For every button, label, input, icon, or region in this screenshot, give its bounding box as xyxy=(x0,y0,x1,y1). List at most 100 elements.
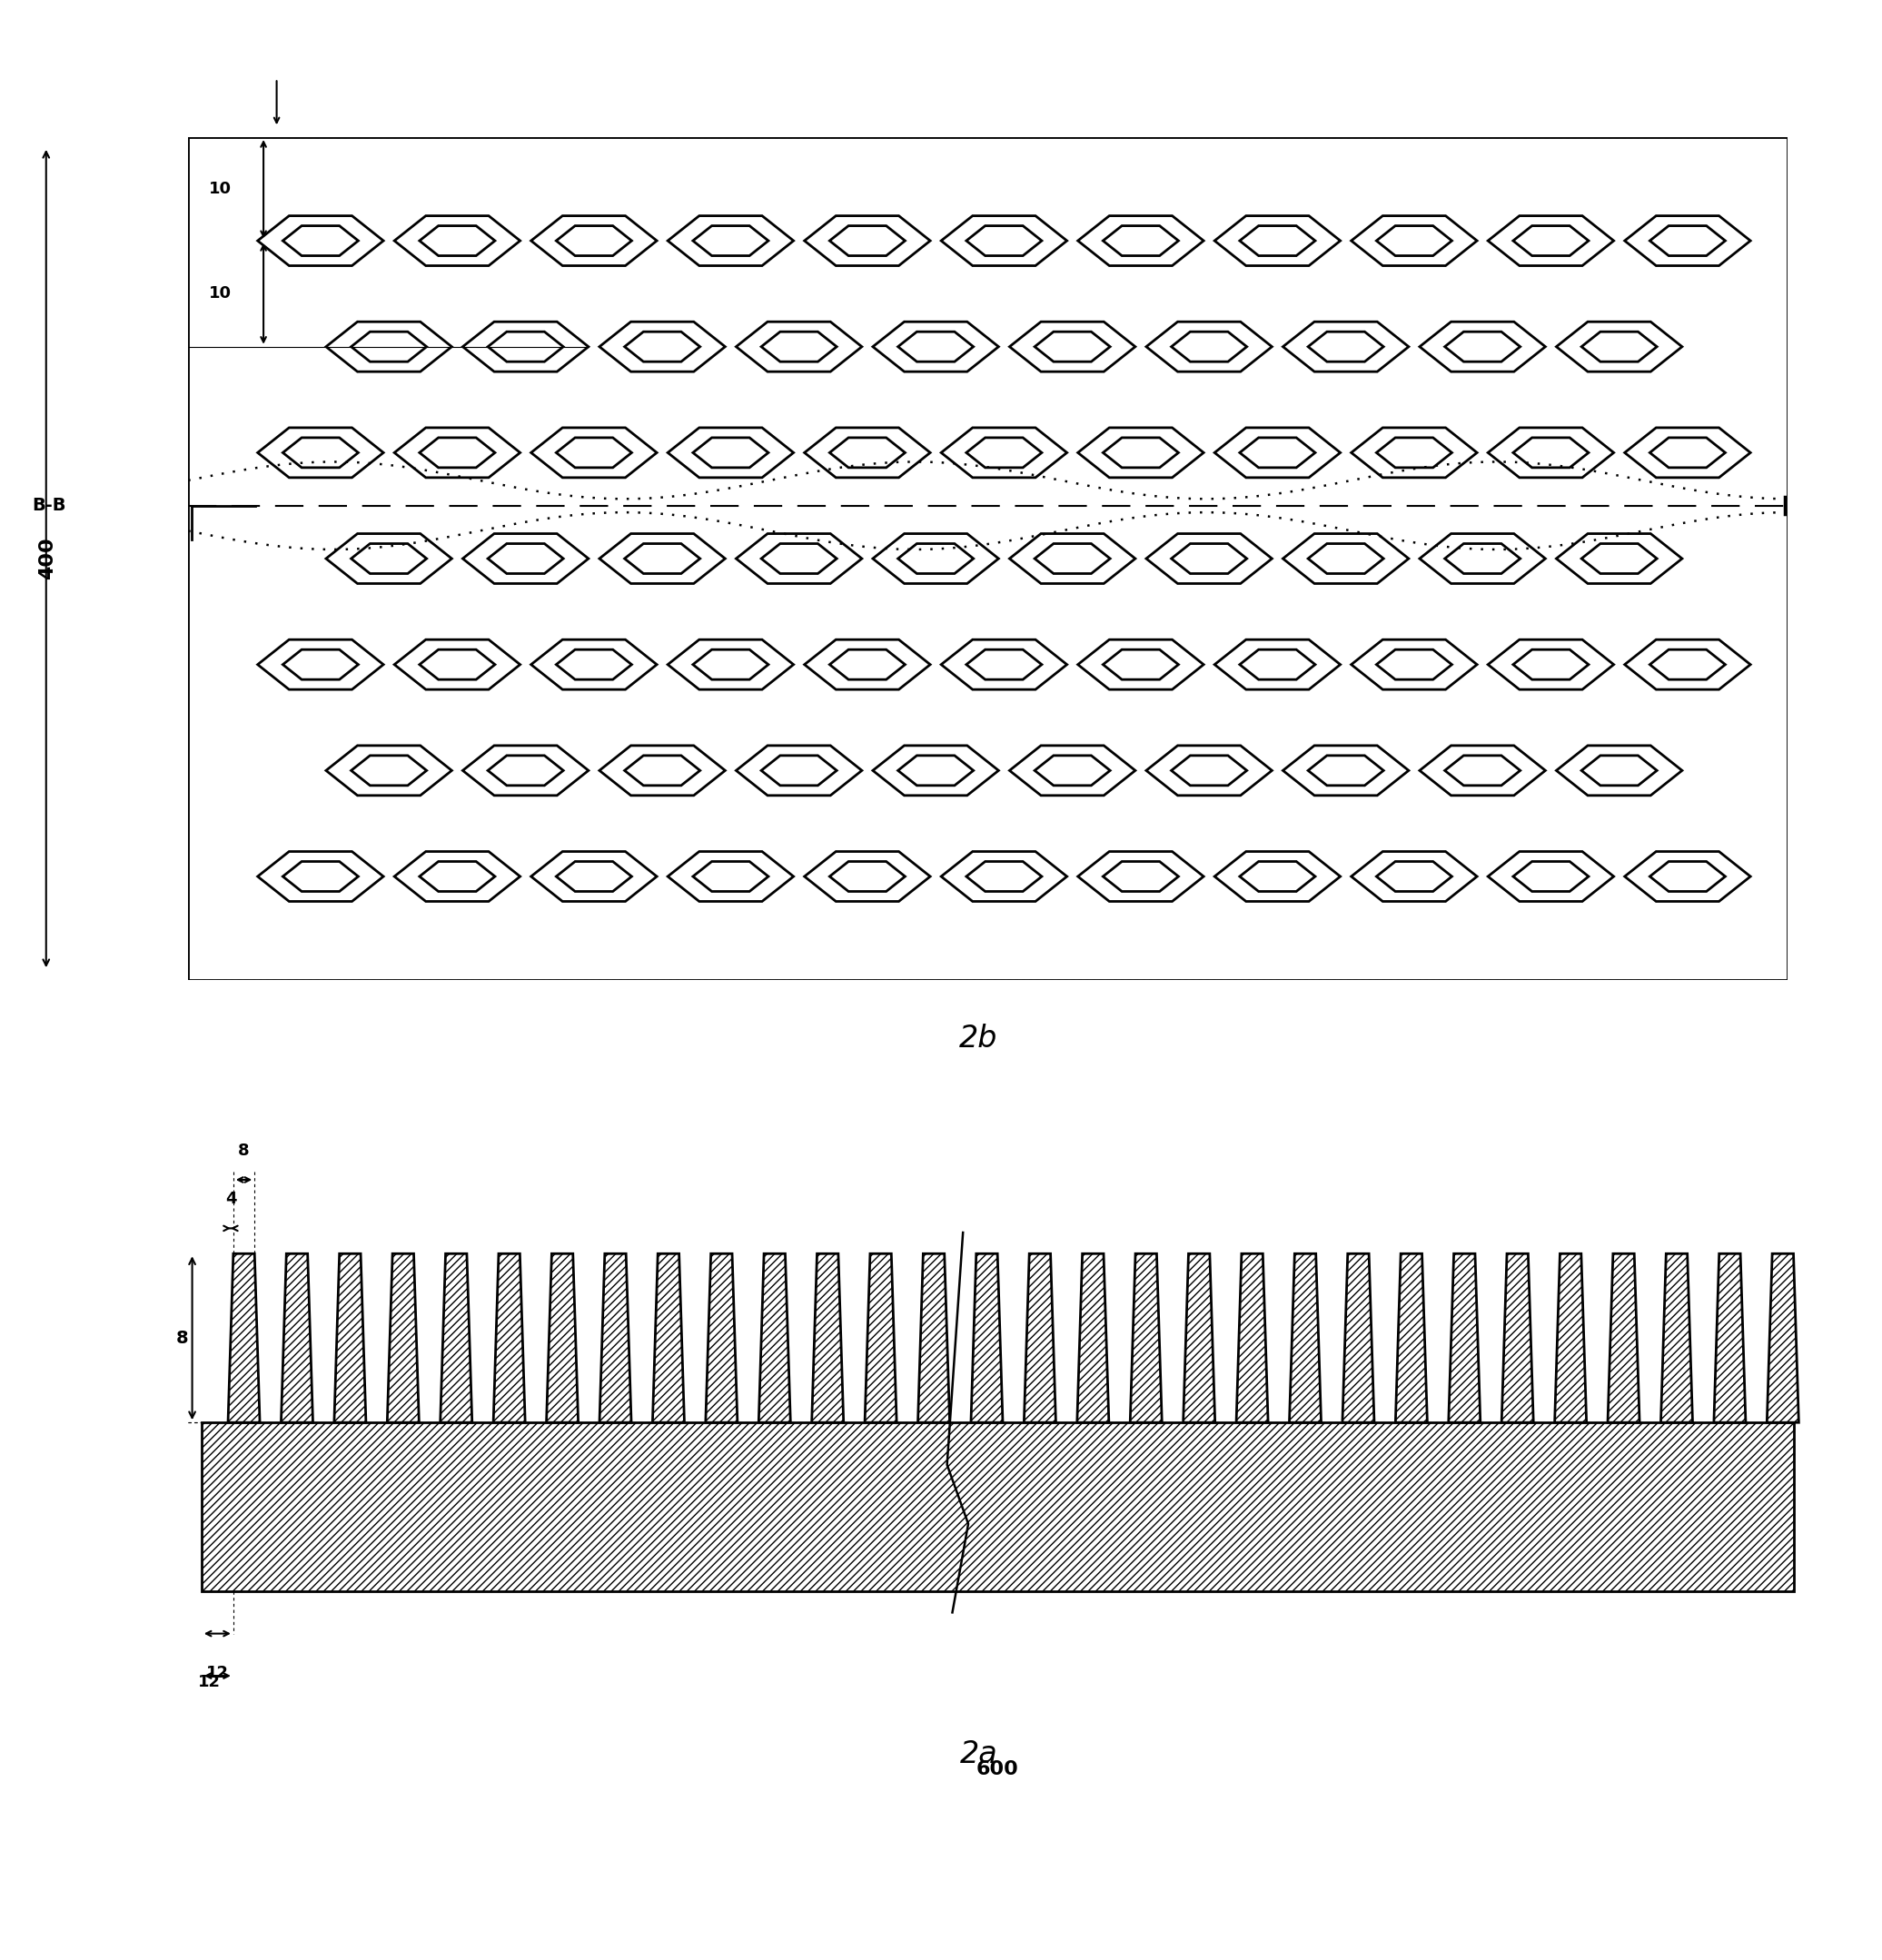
Polygon shape xyxy=(1651,225,1726,255)
Polygon shape xyxy=(557,862,632,892)
Polygon shape xyxy=(1284,533,1410,584)
Polygon shape xyxy=(598,321,725,372)
Polygon shape xyxy=(965,649,1043,680)
Polygon shape xyxy=(1376,225,1451,255)
Polygon shape xyxy=(758,1254,790,1423)
Polygon shape xyxy=(531,216,657,267)
Polygon shape xyxy=(1308,331,1383,363)
Polygon shape xyxy=(395,851,519,902)
Polygon shape xyxy=(1214,851,1340,902)
Text: 2b: 2b xyxy=(960,1023,997,1054)
Polygon shape xyxy=(1715,1254,1746,1423)
Polygon shape xyxy=(1351,851,1477,902)
Text: 600: 600 xyxy=(977,1760,1018,1778)
Polygon shape xyxy=(600,1254,630,1423)
Polygon shape xyxy=(1284,745,1410,796)
Polygon shape xyxy=(1284,321,1410,372)
Polygon shape xyxy=(941,427,1067,478)
Polygon shape xyxy=(1351,216,1477,267)
Polygon shape xyxy=(1555,1254,1587,1423)
Polygon shape xyxy=(898,331,973,363)
Polygon shape xyxy=(1308,755,1383,786)
Polygon shape xyxy=(760,331,837,363)
Polygon shape xyxy=(1351,427,1477,478)
Polygon shape xyxy=(1624,851,1750,902)
Polygon shape xyxy=(1171,543,1248,574)
Polygon shape xyxy=(736,533,862,584)
Polygon shape xyxy=(1419,745,1545,796)
Polygon shape xyxy=(918,1254,950,1423)
Polygon shape xyxy=(1009,533,1135,584)
Polygon shape xyxy=(598,745,725,796)
Polygon shape xyxy=(1489,639,1613,690)
Polygon shape xyxy=(326,321,452,372)
Polygon shape xyxy=(282,437,358,468)
Polygon shape xyxy=(941,216,1067,267)
Polygon shape xyxy=(804,851,930,902)
Polygon shape xyxy=(531,427,657,478)
Polygon shape xyxy=(1581,331,1656,363)
Polygon shape xyxy=(1445,331,1521,363)
Polygon shape xyxy=(395,639,519,690)
Polygon shape xyxy=(1651,862,1726,892)
Polygon shape xyxy=(866,1254,896,1423)
Polygon shape xyxy=(280,1254,312,1423)
Polygon shape xyxy=(1624,427,1750,478)
Polygon shape xyxy=(1351,639,1477,690)
Polygon shape xyxy=(1171,331,1248,363)
Text: 10: 10 xyxy=(209,286,231,302)
Polygon shape xyxy=(1077,1254,1108,1423)
Polygon shape xyxy=(1009,321,1135,372)
Polygon shape xyxy=(1240,225,1316,255)
Polygon shape xyxy=(463,321,589,372)
Polygon shape xyxy=(493,1254,525,1423)
Polygon shape xyxy=(941,851,1067,902)
Polygon shape xyxy=(965,225,1043,255)
Polygon shape xyxy=(1581,755,1656,786)
Polygon shape xyxy=(706,1254,738,1423)
Polygon shape xyxy=(463,533,589,584)
Polygon shape xyxy=(487,543,563,574)
Polygon shape xyxy=(1146,745,1272,796)
Text: B-B: B-B xyxy=(32,498,66,514)
Polygon shape xyxy=(693,225,768,255)
Polygon shape xyxy=(1513,437,1588,468)
Polygon shape xyxy=(1171,755,1248,786)
Polygon shape xyxy=(557,437,632,468)
Polygon shape xyxy=(1035,755,1110,786)
Text: 400: 400 xyxy=(38,537,56,580)
Polygon shape xyxy=(830,437,905,468)
Polygon shape xyxy=(282,649,358,680)
Polygon shape xyxy=(693,862,768,892)
Text: 8: 8 xyxy=(175,1329,188,1347)
Polygon shape xyxy=(1489,216,1613,267)
Polygon shape xyxy=(1489,427,1613,478)
Polygon shape xyxy=(1129,1254,1161,1423)
Polygon shape xyxy=(352,755,427,786)
Polygon shape xyxy=(1502,1254,1534,1423)
Polygon shape xyxy=(258,216,384,267)
Polygon shape xyxy=(1146,321,1272,372)
Polygon shape xyxy=(1449,1254,1481,1423)
Polygon shape xyxy=(736,745,862,796)
Polygon shape xyxy=(557,649,632,680)
Polygon shape xyxy=(625,331,700,363)
Polygon shape xyxy=(1651,437,1726,468)
Polygon shape xyxy=(1376,862,1451,892)
Polygon shape xyxy=(1376,437,1451,468)
Polygon shape xyxy=(1556,321,1683,372)
Polygon shape xyxy=(965,437,1043,468)
Polygon shape xyxy=(1078,639,1204,690)
Polygon shape xyxy=(693,649,768,680)
Polygon shape xyxy=(693,437,768,468)
Polygon shape xyxy=(326,745,452,796)
Polygon shape xyxy=(1445,543,1521,574)
Polygon shape xyxy=(531,851,657,902)
Polygon shape xyxy=(1078,216,1204,267)
Polygon shape xyxy=(352,331,427,363)
Polygon shape xyxy=(760,755,837,786)
Polygon shape xyxy=(1556,533,1683,584)
Polygon shape xyxy=(326,533,452,584)
Polygon shape xyxy=(668,851,794,902)
Text: 12: 12 xyxy=(205,1666,230,1682)
